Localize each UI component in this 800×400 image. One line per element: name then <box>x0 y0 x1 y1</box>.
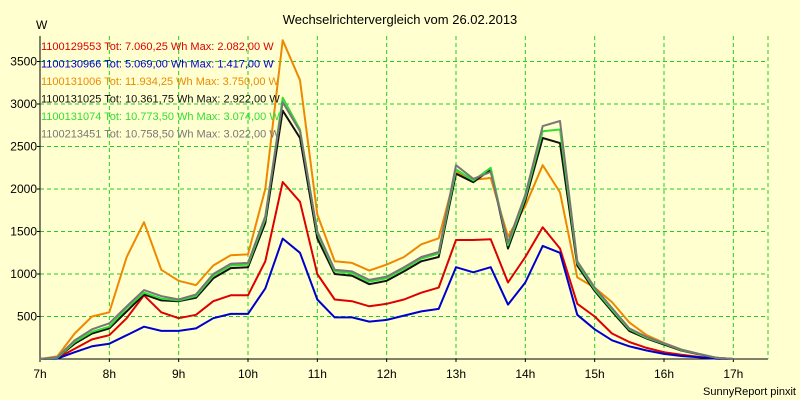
y-tick-label: 1500 <box>10 225 37 239</box>
legend-entry-1100131025: 1100131025 Tot: 10.361,75 Wh Max: 2.922,… <box>41 94 280 106</box>
x-tick-label: 16h <box>654 367 674 381</box>
tick-labels: 7h 8h 9h 10h 11h 12h 13h 14h 15h 16h 17h 500 1000 150… <box>10 55 743 382</box>
y-axis-label: W <box>36 18 48 32</box>
y-tick-label: 3500 <box>10 55 37 69</box>
x-tick-label: 7h <box>33 367 46 381</box>
legend-entry-1100129553: 1100129553 Tot: 7.060,25 Wh Max: 2.082,0… <box>41 41 274 53</box>
y-tick-label: 2000 <box>10 182 37 196</box>
x-tick-label: 13h <box>446 367 466 381</box>
legend-entry-1100213451: 1100213451 Tot: 10.758,50 Wh Max: 3.022,… <box>41 129 280 141</box>
series-line-1100131006 <box>39 39 734 360</box>
series-line-1100213451 <box>39 101 734 360</box>
footer-credit: SunnyReport pinxit <box>703 386 796 398</box>
y-tick-label: 1000 <box>10 267 37 281</box>
x-tick-label: 15h <box>585 367 605 381</box>
chart-title: Wechselrichtervergleich vom 26.02.2013 <box>283 12 518 27</box>
x-tick-label: 17h <box>723 367 743 381</box>
series-lines <box>39 39 734 360</box>
legend-entry-1100130966: 1100130966 Tot: 5.069,00 Wh Max: 1.417,0… <box>41 59 274 71</box>
legend: 1100129553 Tot: 7.060,25 Wh Max: 2.082,0… <box>41 41 280 141</box>
axes <box>37 36 769 362</box>
gridlines <box>39 36 768 359</box>
y-tick-label: 2500 <box>10 140 37 154</box>
legend-entry-1100131006: 1100131006 Tot: 11.934,25 Wh Max: 3.750,… <box>41 76 280 88</box>
series-line-1100130966 <box>39 237 734 360</box>
x-tick-label: 12h <box>377 367 397 381</box>
series-line-1100129553 <box>39 181 734 360</box>
x-tick-label: 10h <box>238 367 258 381</box>
series-line-1100131025 <box>39 109 734 360</box>
x-tick-label: 8h <box>103 367 116 381</box>
x-tick-label: 11h <box>308 367 327 381</box>
legend-entry-1100131074: 1100131074 Tot: 10.773,50 Wh Max: 3.074,… <box>41 111 280 123</box>
y-tick-label: 500 <box>17 310 37 324</box>
x-tick-label: 14h <box>515 367 535 381</box>
x-tick-label: 9h <box>172 367 185 381</box>
y-tick-label: 3000 <box>10 97 37 111</box>
